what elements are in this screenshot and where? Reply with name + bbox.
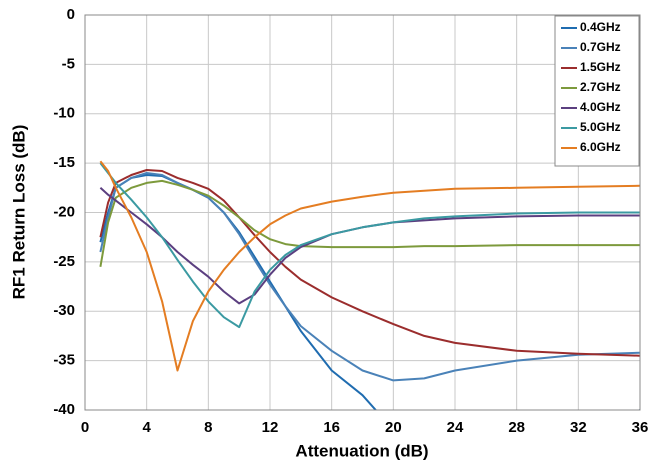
series-line xyxy=(99,179,640,267)
plot-frame xyxy=(84,14,641,411)
legend: 0.4GHz 0.7GHz 1.5GHz 2.7GHz 4.0GHz 5.0GHz 6.0G… xyxy=(554,15,640,167)
legend-label: 2.7GHz xyxy=(580,80,621,94)
legend-label: 0.7GHz xyxy=(580,40,621,54)
legend-box xyxy=(554,15,640,167)
x-tick-label: 0 xyxy=(81,419,89,436)
y-tick-label: -10 xyxy=(53,105,75,122)
x-tick-label: 36 xyxy=(632,419,649,436)
series-line xyxy=(99,187,640,305)
y-tick-label: -40 xyxy=(53,401,75,418)
series-line xyxy=(99,174,640,410)
legend-label: 4.0GHz xyxy=(580,100,621,114)
legend-label: 0.4GHz xyxy=(580,20,621,34)
x-tick-label: 20 xyxy=(385,419,402,436)
x-tick-label: 16 xyxy=(323,419,340,436)
x-tick-label: 8 xyxy=(204,419,212,436)
y-tick-label: -30 xyxy=(53,302,75,319)
x-tick-label: 32 xyxy=(570,419,587,436)
series-line xyxy=(99,162,640,329)
plot-lines xyxy=(99,160,640,410)
y-tick-label: -5 xyxy=(62,55,75,72)
series-line xyxy=(99,169,640,357)
y-tick-label: -20 xyxy=(53,203,75,220)
x-tick-label: 4 xyxy=(142,419,151,436)
y-tick-label: -35 xyxy=(53,352,75,369)
x-tick-label: 24 xyxy=(447,419,464,436)
x-axis-title: Attenuation (dB) xyxy=(295,441,428,460)
legend-label: 6.0GHz xyxy=(580,140,621,154)
y-tick-label: -25 xyxy=(53,253,75,270)
y-tick-label: 0 xyxy=(67,6,75,23)
axes: 0 -5 -10 -15 -20 -25 -30 -35 -40 0 4 8 12 16 20 24 28 32 3… xyxy=(53,6,648,436)
series-line xyxy=(99,160,640,372)
y-tick-label: -15 xyxy=(53,154,75,171)
series-line xyxy=(99,172,640,382)
legend-label: 1.5GHz xyxy=(580,60,621,74)
legend-label: 5.0GHz xyxy=(580,120,621,134)
x-tick-label: 12 xyxy=(262,419,279,436)
x-tick-label: 28 xyxy=(508,419,525,436)
y-axis-title: RF1 Return Loss (dB) xyxy=(9,125,28,300)
